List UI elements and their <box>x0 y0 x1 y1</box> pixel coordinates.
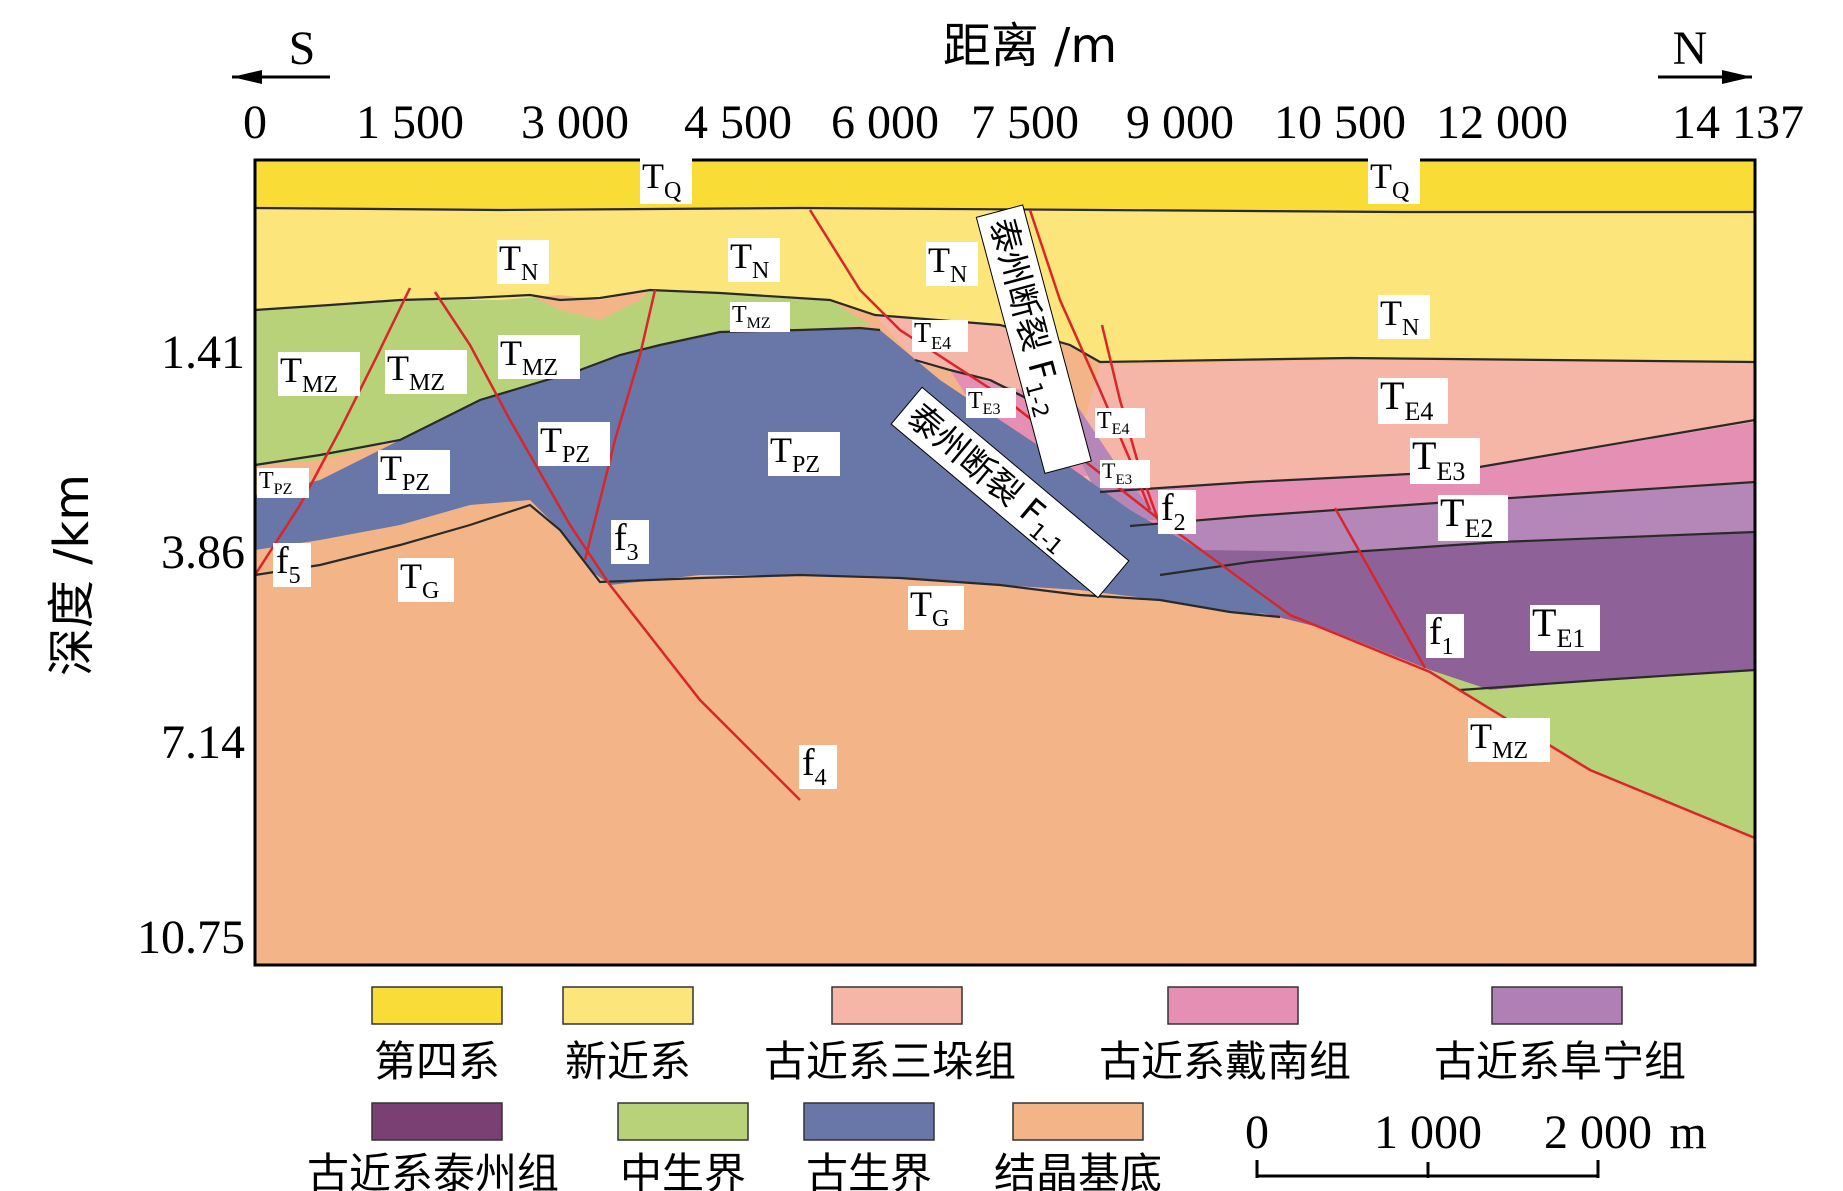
depth-tick-labels: 1.41 3.86 7.14 10.75 <box>137 326 245 964</box>
legend-swatch <box>1012 1102 1144 1141</box>
scale-tick-label: 2 000 <box>1544 1106 1652 1159</box>
depth-axis-title: 深度 /km <box>44 474 100 676</box>
label-tn: TN <box>1380 293 1419 341</box>
distance-tick-labels: 0 1 500 3 000 4 500 6 000 7 500 9 000 10… <box>243 96 1804 149</box>
label-f3: f3 <box>614 517 639 566</box>
legend-label: 结晶基底 <box>994 1149 1162 1191</box>
legend-swatch <box>1491 986 1623 1025</box>
fault-f4 <box>433 291 801 801</box>
distance-axis-title: 距离 /m <box>943 18 1117 74</box>
legend-label: 古生界 <box>806 1149 932 1191</box>
label-te1: TE1 <box>1532 600 1585 653</box>
legend-swatch <box>831 986 963 1025</box>
label-tmz: TMZ <box>732 302 771 332</box>
legend-label: 古近系戴南组 <box>1099 1037 1351 1086</box>
scale-bar: 0 1 000 2 000 m <box>1245 1106 1707 1178</box>
layer-mz-north <box>1430 670 1755 838</box>
fault-f5 <box>253 287 412 576</box>
legend-swatch <box>371 1102 503 1141</box>
fault-f1 <box>1333 507 1427 669</box>
label-tmz: TMZ <box>387 348 445 396</box>
legend-label: 第四系 <box>374 1037 500 1086</box>
scale-unit: m <box>1669 1106 1706 1159</box>
south-label: S <box>289 22 316 75</box>
depth-tick: 10.75 <box>137 911 245 964</box>
label-f4: f4 <box>802 742 827 791</box>
label-te3: TE3 <box>968 388 1000 418</box>
label-te3: TE3 <box>1102 458 1132 488</box>
depth-tick: 3.86 <box>161 526 245 579</box>
legend-label: 古近系三垛组 <box>764 1037 1016 1086</box>
label-tpz: TPZ <box>380 448 430 496</box>
label-te3: TE3 <box>1412 433 1465 486</box>
distance-tick: 1 500 <box>356 96 464 149</box>
label-tmz: TMZ <box>1470 716 1528 764</box>
layer-labels: TQ TQ TN TN TN TN TMZ TMZ TMZ TMZ TMZ TP… <box>257 156 1600 764</box>
distance-tick: 14 137 <box>1672 96 1804 149</box>
legend-swatch <box>1167 986 1299 1025</box>
legend-label: 古近系泰州组 <box>307 1149 559 1191</box>
label-tpz: TPZ <box>540 420 590 468</box>
label-tmz: TMZ <box>500 333 558 381</box>
distance-tick: 7 500 <box>971 96 1079 149</box>
label-f5: f5 <box>276 540 301 589</box>
layer-tmz-south <box>255 290 870 465</box>
legend-swatch <box>562 986 694 1025</box>
label-te4: TE4 <box>1097 408 1129 438</box>
depth-tick: 1.41 <box>161 326 245 379</box>
legend: 第四系 新近系 古近系三垛组 古近系戴南组 古近系阜宁组 古近系泰州组 中生界 … <box>307 986 1686 1191</box>
layer-te2 <box>1060 480 1755 575</box>
south-arrow-icon <box>232 70 262 84</box>
depth-tick: 7.14 <box>161 716 245 769</box>
legend-swatch <box>803 1102 935 1141</box>
legend-label: 新近系 <box>565 1037 691 1086</box>
legend-label: 古近系阜宁组 <box>1434 1037 1686 1086</box>
distance-tick: 3 000 <box>521 96 629 149</box>
legend-swatch <box>371 986 503 1025</box>
distance-tick: 12 000 <box>1436 96 1568 149</box>
distance-tick: 4 500 <box>684 96 792 149</box>
north-arrow-icon <box>1722 70 1752 84</box>
layer-tq <box>255 160 1755 212</box>
label-te2: TE2 <box>1440 490 1493 543</box>
label-tq: TQ <box>1370 156 1409 204</box>
section-frame <box>253 158 1757 967</box>
label-f1: f1 <box>1429 611 1454 660</box>
label-tg: TG <box>910 584 949 632</box>
label-tn: TN <box>499 238 538 286</box>
distance-tick: 0 <box>243 96 267 149</box>
distance-tick: 10 500 <box>1274 96 1406 149</box>
distance-tick: 9 000 <box>1126 96 1234 149</box>
legend-label: 中生界 <box>620 1149 746 1191</box>
label-tq: TQ <box>642 156 681 204</box>
fault-f3 <box>583 289 657 561</box>
north-label: N <box>1673 22 1708 75</box>
label-tg: TG <box>400 556 439 604</box>
scale-tick-label: 1 000 <box>1374 1106 1482 1159</box>
label-tn: TN <box>730 236 769 284</box>
label-te4: TE4 <box>914 318 951 353</box>
label-tpz: TPZ <box>770 430 820 478</box>
distance-tick: 6 000 <box>831 96 939 149</box>
label-tpz: TPZ <box>259 468 292 498</box>
label-tn: TN <box>928 240 967 288</box>
label-te4: TE4 <box>1380 373 1433 426</box>
scale-tick-label: 0 <box>1245 1106 1269 1159</box>
label-f2: f2 <box>1161 487 1186 536</box>
label-tmz: TMZ <box>280 350 338 398</box>
layer-te4 <box>1070 360 1755 492</box>
legend-swatch <box>617 1102 749 1141</box>
